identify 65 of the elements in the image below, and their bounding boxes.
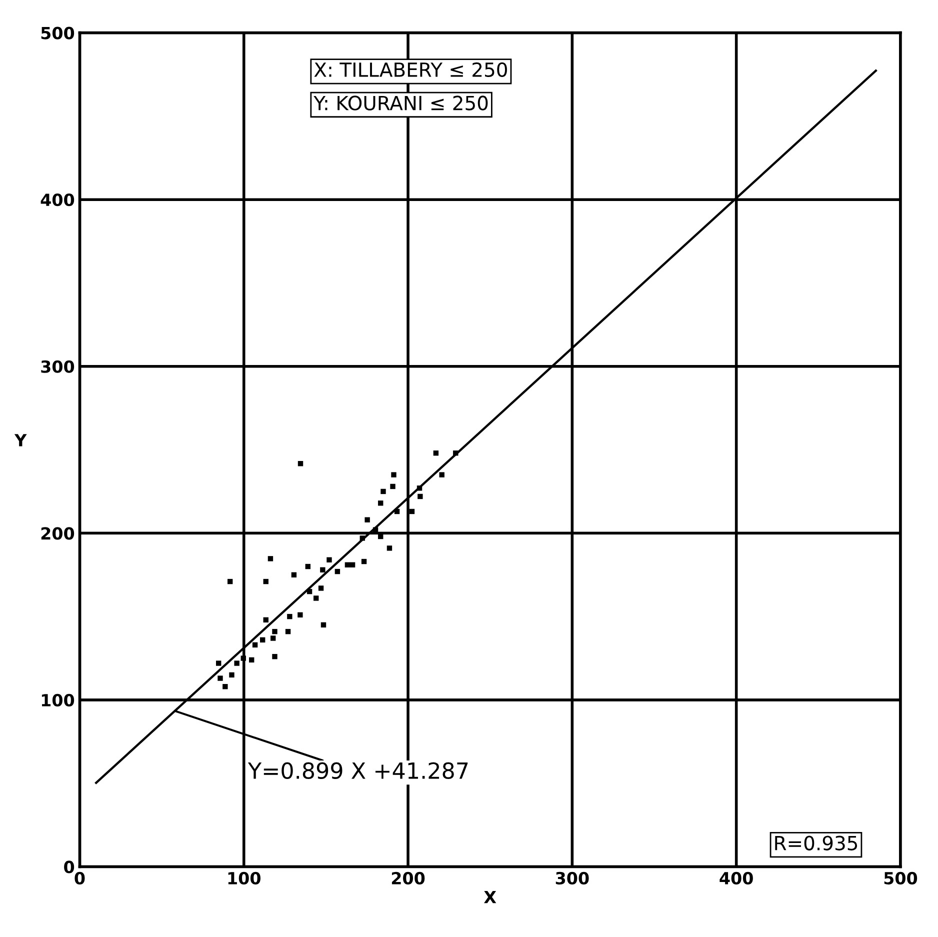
point [263,617,268,622]
point [416,486,422,491]
point [361,558,367,564]
point [229,672,234,678]
point [418,494,423,500]
point [234,660,240,666]
point [263,578,268,584]
point [216,660,222,666]
x-tick-label: 400 [720,872,753,884]
point [287,614,292,620]
point [285,628,291,634]
point [318,586,324,591]
x-tick-label: 0 [74,872,85,884]
point [360,536,365,541]
point [350,562,356,568]
y-tick-label: 500 [41,26,74,40]
point [305,564,310,570]
point [272,628,278,634]
point [248,657,254,663]
point [344,562,350,568]
y-tick-label: 300 [41,360,74,373]
point [320,622,326,628]
point [240,656,246,661]
point [409,508,415,514]
point [314,596,319,601]
point [326,557,332,562]
point [298,612,303,618]
annotation: Y: KOURANI ≤ 250 [314,96,488,110]
y-tick-label: 100 [42,694,74,707]
point [380,488,386,494]
x-tick-label: 300 [556,872,589,884]
x-tick-label: 500 [884,872,918,884]
point [227,578,233,584]
y-tick-label: 400 [40,194,74,206]
point [386,546,392,551]
point [252,642,258,648]
point [260,637,266,642]
point [364,517,370,522]
x-tick-label: 100 [228,872,260,884]
point [391,472,396,478]
point [439,472,444,478]
point [378,500,384,506]
annotation: Y=0.899 X +41.287 [248,762,468,780]
x-tick-label: 200 [392,872,425,884]
point [394,508,400,514]
point [372,527,378,532]
point [453,450,458,456]
point [218,676,223,681]
point [291,572,297,578]
point [334,568,340,574]
point [306,588,312,594]
y-tick-label: 0 [64,860,74,874]
point [268,556,274,562]
y-tick-label: 200 [41,527,74,540]
point [320,567,326,572]
x-axis-title: X [484,891,496,904]
point [272,654,278,660]
point [298,461,304,466]
point [270,636,276,641]
point [390,484,396,490]
annotation: X: TILLABERY ≤ 250 [314,62,507,78]
annotation: R=0.935 [775,836,858,850]
y-axis-title: Y [14,434,27,446]
point [433,450,439,456]
point [222,684,228,690]
